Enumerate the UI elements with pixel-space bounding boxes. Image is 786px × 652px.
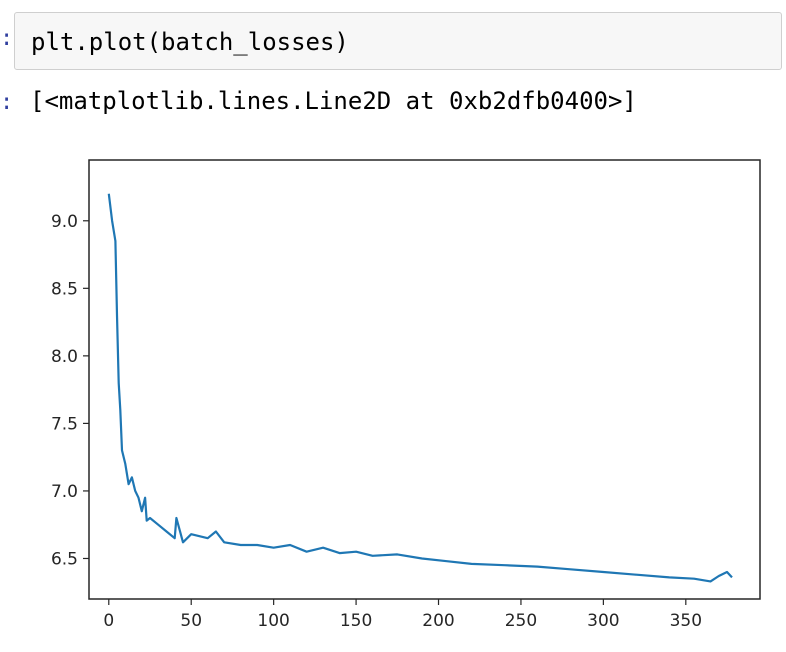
code-input-text[interactable]: plt.plot(batch_losses) (31, 28, 349, 56)
x-tick-label: 150 (340, 611, 372, 631)
x-tick-label: 300 (587, 611, 619, 631)
y-tick-label: 9.0 (51, 212, 78, 232)
code-input-cell[interactable]: plt.plot(batch_losses) (14, 12, 782, 70)
y-tick-label: 8.5 (51, 279, 78, 299)
y-tick-label: 7.0 (51, 482, 78, 502)
cell-output-text: [<matplotlib.lines.Line2D at 0xb2dfb0400… (30, 87, 637, 115)
loss-series-line (107, 193, 733, 583)
x-tick-label: 350 (670, 611, 702, 631)
x-tick-label: 100 (257, 611, 289, 631)
x-tick-label: 50 (180, 611, 202, 631)
y-tick-label: 8.0 (51, 347, 78, 367)
output-prompt-marker: : (0, 90, 14, 115)
y-axis: 6.5 7.0 7.5 8.0 8.5 9.0 (51, 212, 89, 569)
x-axis: 0 50 100 150 200 250 300 350 (103, 599, 702, 631)
x-tick-label: 250 (505, 611, 537, 631)
x-tick-label: 0 (103, 611, 114, 631)
x-tick-label: 200 (422, 611, 454, 631)
plot-area (88, 159, 761, 600)
loss-line-chart: 6.5 7.0 7.5 8.0 8.5 9.0 0 50 100 150 200 250 300 350 (51, 159, 761, 631)
y-tick-label: 6.5 (51, 549, 78, 569)
y-tick-label: 7.5 (51, 414, 78, 434)
input-prompt-marker: : (0, 26, 14, 51)
